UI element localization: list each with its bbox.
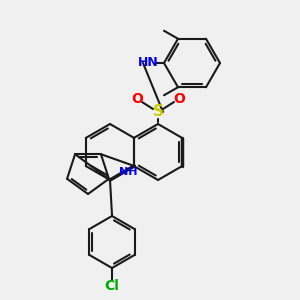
Text: Cl: Cl <box>105 279 119 293</box>
Text: O: O <box>173 92 185 106</box>
Text: HN: HN <box>138 56 158 70</box>
Text: O: O <box>131 92 143 106</box>
Text: S: S <box>152 104 164 119</box>
Text: NH: NH <box>119 167 137 177</box>
